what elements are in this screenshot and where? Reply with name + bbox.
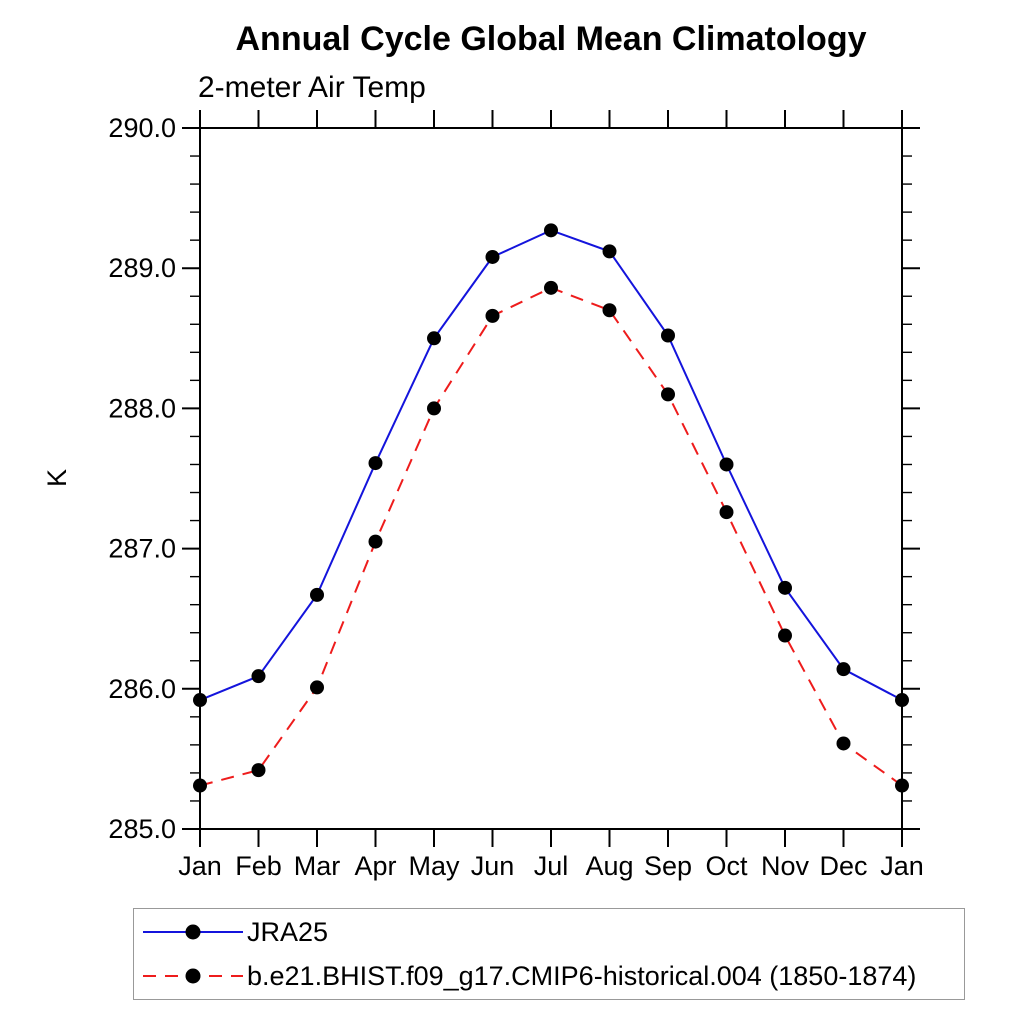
- data-point-marker: [544, 223, 558, 238]
- y-tick-label: 286.0: [108, 674, 176, 704]
- data-point-marker: [193, 693, 207, 708]
- data-point-marker: [895, 693, 909, 708]
- data-point-marker: [719, 505, 734, 520]
- x-tick-label: Sep: [644, 851, 692, 881]
- legend-line-sample-solid: [143, 924, 243, 940]
- x-tick-label: May: [408, 851, 460, 881]
- data-point-marker: [310, 587, 324, 602]
- chart-subtitle: 2-meter Air Temp: [198, 71, 426, 104]
- y-tick-label: 288.0: [108, 393, 176, 423]
- legend-entry-jra25: JRA25: [134, 912, 964, 952]
- y-tick-label: 285.0: [108, 814, 176, 844]
- data-point-marker: [661, 328, 675, 343]
- series-line-0: [199, 229, 903, 701]
- x-tick-label: Feb: [235, 851, 282, 881]
- x-tick-label: Oct: [705, 851, 748, 881]
- data-point-marker: [602, 303, 617, 318]
- data-point-marker: [895, 778, 909, 793]
- data-point-marker: [368, 534, 383, 549]
- x-tick-label: Jul: [534, 851, 569, 881]
- chart-title: Annual Cycle Global Mean Climatology: [235, 20, 867, 58]
- data-point-marker: [368, 456, 383, 471]
- data-point-marker: [602, 244, 617, 259]
- chart-legend: JRA25 b.e21.BHIST.f09_g17.CMIP6-historic…: [133, 908, 965, 1000]
- data-point-marker: [836, 662, 851, 677]
- x-tick-label: Dec: [819, 851, 867, 881]
- y-tick-label: 289.0: [108, 253, 176, 283]
- legend-line-sample-dashed: [143, 968, 243, 984]
- data-point-marker: [485, 308, 500, 323]
- legend-entry-model: b.e21.BHIST.f09_g17.CMIP6-historical.004…: [134, 956, 964, 996]
- data-point-marker: [661, 387, 675, 402]
- data-point-marker: [251, 669, 266, 684]
- data-point-marker: [485, 249, 500, 264]
- data-point-marker: [778, 580, 792, 595]
- y-tick-label: 287.0: [108, 534, 176, 564]
- series-line-1: [199, 286, 903, 787]
- data-point-marker: [193, 778, 207, 793]
- data-point-marker: [310, 680, 324, 695]
- y-axis-label: K: [42, 469, 72, 487]
- x-tick-label: Mar: [294, 851, 341, 881]
- data-point-marker: [836, 736, 851, 751]
- x-tick-label: Jan: [178, 851, 222, 881]
- legend-label-model: b.e21.BHIST.f09_g17.CMIP6-historical.004…: [247, 960, 917, 991]
- x-tick-label: Aug: [585, 851, 633, 881]
- data-point-marker: [719, 457, 734, 472]
- data-point-marker: [251, 763, 266, 778]
- data-point-marker: [427, 401, 441, 416]
- legend-label-jra25: JRA25: [247, 917, 329, 948]
- x-tick-label: Jan: [880, 851, 924, 881]
- x-tick-label: Nov: [761, 851, 810, 881]
- x-tick-label: Jun: [471, 851, 515, 881]
- y-tick-label: 290.0: [108, 113, 176, 143]
- data-point-marker: [427, 331, 441, 346]
- data-point-marker: [778, 628, 792, 643]
- data-point-marker: [544, 280, 558, 295]
- x-tick-label: Apr: [354, 851, 396, 881]
